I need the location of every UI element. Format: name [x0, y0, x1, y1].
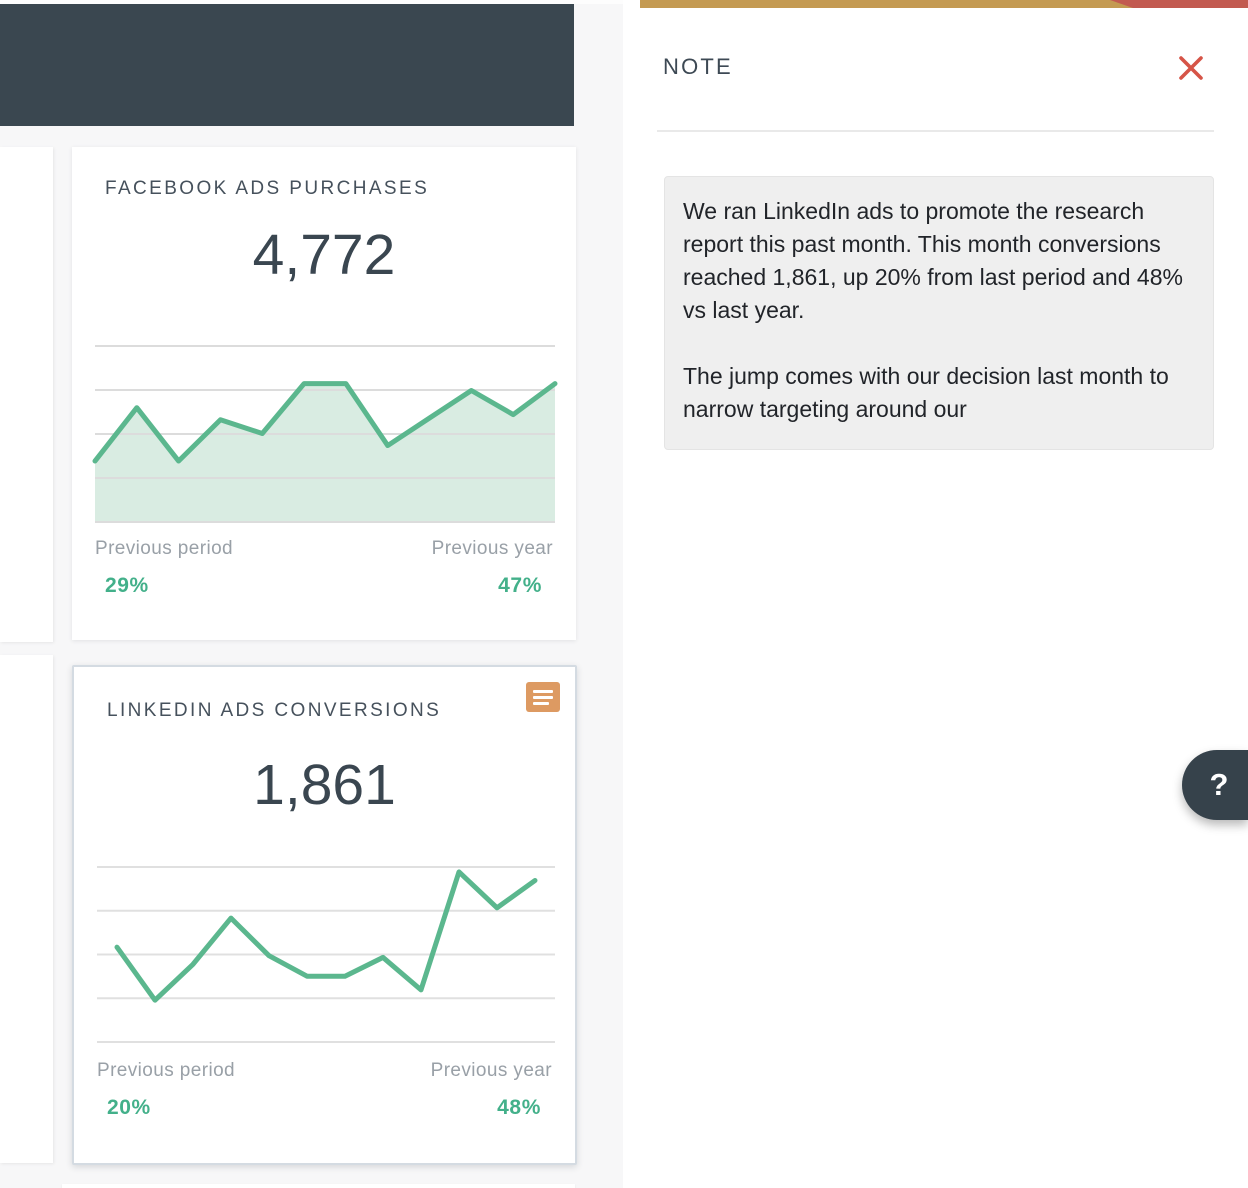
note-icon-line	[533, 690, 553, 693]
compare-labels-row: Previous period Previous year	[72, 538, 576, 560]
previous-year-label: Previous year	[431, 538, 553, 559]
question-mark-icon: ?	[1209, 767, 1229, 802]
previous-period-value: 20%	[107, 1096, 151, 1119]
next-card-peek	[62, 1184, 575, 1188]
note-icon-line	[533, 702, 549, 705]
close-icon[interactable]	[1176, 53, 1206, 83]
compare-labels-row: Previous period Previous year	[74, 1060, 575, 1082]
compare-values-row: 20% 48%	[74, 1096, 575, 1120]
previous-period-value: 29%	[105, 574, 149, 597]
previous-period-label: Previous period	[97, 1060, 236, 1081]
note-panel-title: NOTE	[663, 54, 733, 79]
previous-year-label: Previous year	[430, 1060, 552, 1081]
card-value: 4,772	[252, 223, 396, 287]
partial-card-left-top	[0, 147, 53, 642]
note-icon-line	[533, 696, 553, 699]
help-button[interactable]: ?	[1182, 750, 1248, 820]
partial-card-left-bottom	[0, 655, 53, 1163]
facebook-ads-purchases-card[interactable]: FACEBOOK ADS PURCHASES 4,772 Previous pe…	[72, 147, 576, 640]
previous-period-label: Previous period	[95, 538, 234, 559]
compare-values-row: 29% 47%	[72, 574, 576, 598]
card-title: FACEBOOK ADS PURCHASES	[105, 178, 430, 199]
card-value: 1,861	[253, 753, 396, 817]
dashboard-background: FACEBOOK ADS PURCHASES 4,772 Previous pe…	[0, 0, 623, 1188]
note-text-box[interactable]: We ran LinkedIn ads to promote the resea…	[664, 176, 1214, 450]
note-paragraph: We ran LinkedIn ads to promote the resea…	[683, 198, 1183, 323]
top-strip	[0, 0, 623, 4]
gold-accent-bar	[640, 0, 1248, 8]
note-paragraph: The jump comes with our decision last mo…	[683, 363, 1169, 422]
card-title: LINKEDIN ADS CONVERSIONS	[107, 700, 442, 721]
note-indicator-icon[interactable]	[526, 682, 560, 712]
dark-header-block	[0, 4, 574, 126]
note-panel: NOTE We ran LinkedIn ads to promote the …	[623, 0, 1248, 1188]
note-divider	[657, 130, 1214, 132]
red-accent-segment	[1110, 0, 1248, 8]
previous-year-value: 47%	[498, 574, 542, 597]
previous-year-value: 48%	[497, 1096, 541, 1119]
facebook-trend-chart	[92, 345, 558, 523]
linkedin-ads-conversions-card[interactable]: LINKEDIN ADS CONVERSIONS 1,861 Previous …	[72, 665, 577, 1165]
linkedin-trend-chart	[97, 866, 555, 1043]
